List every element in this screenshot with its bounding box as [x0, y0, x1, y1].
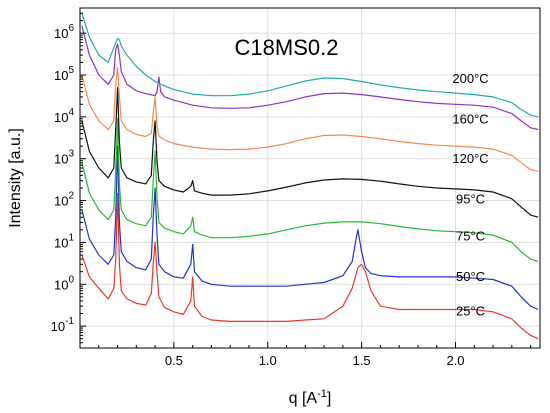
series-labels: 25°C 50°C 75°C 95°C 120°C 160°C 200°C	[452, 71, 488, 319]
plot-frame	[79, 7, 541, 349]
series-label: 75°C	[456, 229, 485, 244]
series-line	[81, 145, 539, 311]
series-label: 25°C	[456, 303, 485, 318]
y-tick-label: 103	[54, 149, 74, 167]
series-label: 120°C	[452, 151, 488, 166]
series-line	[81, 67, 539, 172]
y-tick-label: 10-1	[51, 316, 75, 334]
y-tick-label: 102	[54, 191, 74, 209]
series-line	[81, 13, 539, 118]
series-group	[81, 13, 539, 340]
series-label: 160°C	[452, 111, 488, 126]
y-axis-title: Intensity [a.u.]	[7, 128, 24, 228]
chart-title: C18MS0.2	[235, 35, 339, 60]
series-line	[81, 87, 539, 218]
x-tick-label: 0.5	[165, 353, 183, 368]
y-tick-label: 101	[54, 232, 74, 250]
x-tick-label: 2.0	[446, 353, 464, 368]
y-tick-label: 105	[54, 65, 74, 83]
series-line	[81, 192, 539, 340]
x-tick-label: 1.5	[353, 353, 371, 368]
x-tick-label: 1.0	[259, 353, 277, 368]
y-tick-label: 100	[54, 274, 74, 292]
series-line	[81, 25, 539, 131]
series-label: 50°C	[456, 269, 485, 284]
series-label: 95°C	[456, 192, 485, 207]
series-line	[81, 118, 539, 263]
x-axis-title: q [A-1]	[289, 388, 332, 407]
y-tick-label: 104	[54, 107, 74, 125]
x-axis: 0.5 1.0 1.5 2.0	[98, 342, 532, 368]
series-label: 200°C	[452, 71, 488, 86]
y-tick-label: 106	[54, 23, 74, 41]
y-axis: 10-1 100 101 102 103 104 105 106	[51, 7, 86, 349]
